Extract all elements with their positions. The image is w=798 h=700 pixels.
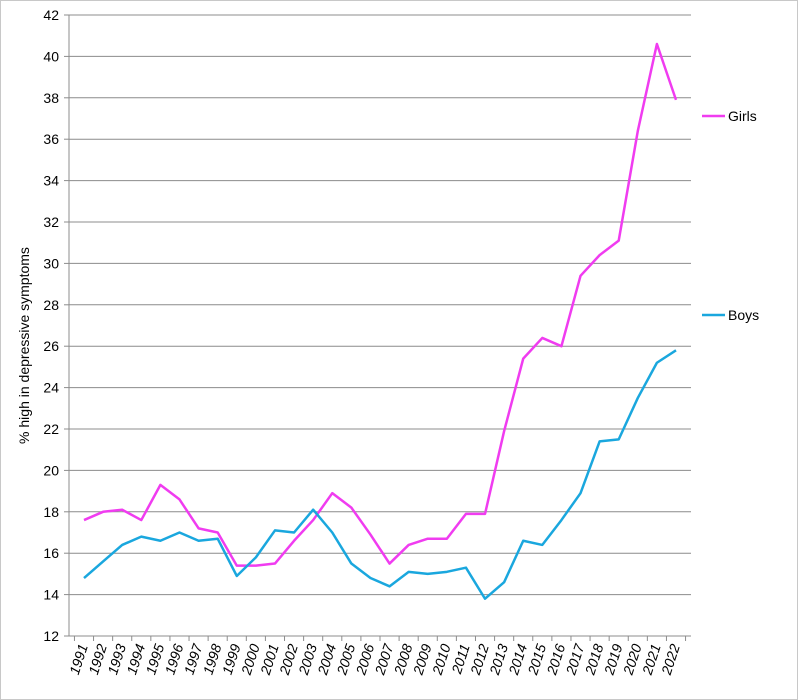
y-tick-label: 32 (43, 214, 59, 230)
y-tick-label: 28 (43, 297, 59, 313)
y-tick-label: 12 (43, 628, 59, 644)
series-lines (83, 42, 678, 600)
y-tick-label: 30 (43, 255, 59, 271)
y-tick-label: 16 (43, 545, 59, 561)
y-tick-label: 20 (43, 462, 59, 478)
y-tick-label: 14 (43, 587, 59, 603)
legend-label-boys: Boys (728, 307, 759, 323)
y-axis-label: % high in depressive symptoms (16, 247, 32, 444)
y-tick-label: 26 (43, 338, 59, 354)
x-tick-labels: 1991199219931994199519961997199819992000… (66, 641, 683, 678)
y-tick-label: 38 (43, 90, 59, 106)
y-tick-label: 24 (43, 380, 59, 396)
y-tick-label: 18 (43, 504, 59, 520)
y-tick-labels: 12 14 16 18 20 22 24 26 28 30 32 34 36 38 40 42 (43, 7, 59, 644)
series-line-girls (83, 42, 678, 567)
legend-label-girls: Girls (728, 108, 757, 124)
gridlines (69, 14, 691, 637)
y-tick-label: 42 (43, 7, 59, 23)
y-tick-label: 34 (43, 173, 59, 189)
y-tick-label: 40 (43, 48, 59, 64)
y-tick-label: 36 (43, 131, 59, 147)
series-line-boys (83, 349, 677, 600)
y-tick-label: 22 (43, 421, 59, 437)
axes (64, 14, 687, 641)
legend: Girls Boys (702, 108, 759, 323)
